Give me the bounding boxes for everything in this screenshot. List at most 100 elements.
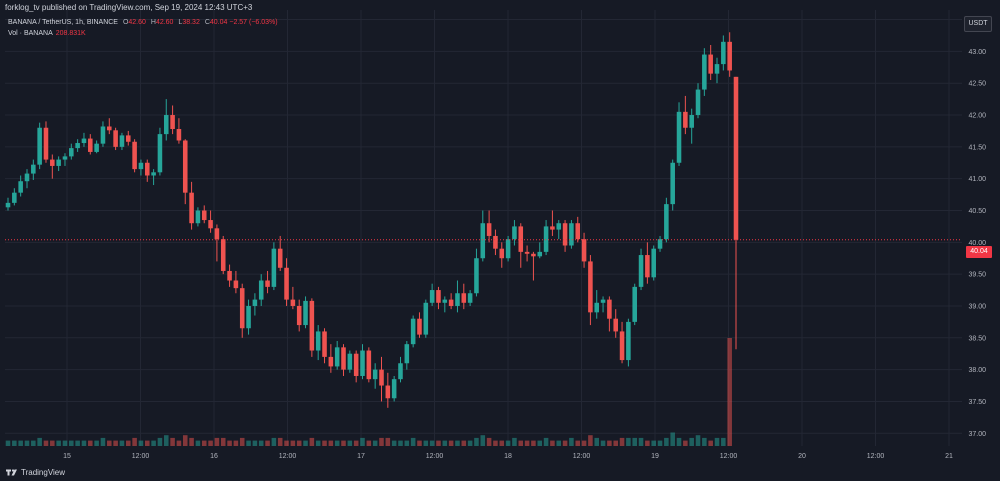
- symbol-name[interactable]: BANANA / TetherUS, 1h, BINANCE: [8, 19, 118, 26]
- volume-bar: [62, 440, 68, 446]
- volume-bar: [24, 440, 30, 446]
- volume-bar: [151, 440, 156, 446]
- volume-bars: [5, 338, 732, 446]
- price-tick-label: 40.50: [968, 208, 986, 215]
- time-tick-label: 17: [357, 453, 365, 460]
- volume-bar: [714, 437, 720, 446]
- time-tick-label: 18: [504, 453, 512, 460]
- price-tick-label: 41.50: [968, 144, 986, 151]
- volume-bar: [170, 437, 175, 446]
- candle-body: [170, 115, 175, 130]
- volume-bar: [144, 440, 150, 446]
- candle-body: [18, 181, 23, 193]
- candle-body: [176, 129, 182, 141]
- candle-body: [531, 253, 536, 257]
- volume-bar: [81, 440, 87, 446]
- volume-bar: [322, 440, 327, 446]
- candle-body: [695, 89, 701, 116]
- candle-body: [56, 159, 61, 166]
- volume-bar: [613, 440, 619, 446]
- volume-bar: [575, 440, 581, 446]
- candles: [5, 32, 739, 408]
- volume-bar: [594, 437, 600, 446]
- time-tick-label: 12:00: [279, 453, 297, 460]
- tradingview-footer: TradingView: [5, 468, 65, 477]
- candle-body: [645, 255, 650, 278]
- time-axis[interactable]: 15 12:00 16 12:00 17 12:00 18 12:00 19 12:00 20 12:…: [63, 453, 953, 460]
- volume-bar: [683, 440, 688, 446]
- candle-body: [138, 162, 144, 170]
- candle-body: [81, 138, 87, 144]
- volume-bar: [442, 440, 448, 446]
- price-axis[interactable]: 43.5043.0042.5042.0041.5041.0040.5040.00…: [968, 17, 986, 438]
- candle-body: [550, 226, 555, 230]
- candle-body: [708, 54, 713, 74]
- currency-button[interactable]: USDT: [964, 16, 992, 32]
- candle-body: [436, 290, 441, 303]
- candle-body: [277, 248, 283, 268]
- volume-bar: [353, 440, 359, 446]
- volume-bar: [360, 437, 365, 446]
- candle-body: [233, 280, 239, 289]
- volume-bar: [69, 440, 74, 446]
- candle-body: [442, 299, 448, 303]
- volume-bar: [619, 437, 625, 446]
- candle-body: [518, 226, 524, 252]
- volume-bar: [182, 435, 188, 446]
- volume-bar: [265, 440, 270, 446]
- candle-body: [467, 293, 473, 303]
- candle-body: [50, 159, 55, 166]
- candle-body: [271, 248, 277, 287]
- volume-bar: [5, 440, 11, 446]
- candle-body: [366, 350, 372, 380]
- volume-bar: [556, 440, 562, 446]
- volume-bar: [417, 440, 422, 446]
- candle-body: [594, 302, 600, 313]
- candle-body: [543, 226, 549, 252]
- volume-bar: [455, 440, 460, 446]
- volume-bar: [18, 440, 23, 446]
- volume-bar: [290, 440, 296, 446]
- candle-body: [657, 239, 663, 249]
- close-label: C: [204, 19, 210, 26]
- candle-body: [201, 210, 207, 221]
- volume-bar: [214, 437, 220, 446]
- candle-body: [5, 202, 11, 208]
- volume-bar: [201, 440, 207, 446]
- candle-body: [423, 302, 429, 335]
- volume-bar: [258, 440, 264, 446]
- candle-body: [721, 41, 726, 65]
- volume-label[interactable]: Vol · BANANA: [8, 30, 53, 37]
- candle-body: [702, 54, 707, 90]
- volume-bar: [531, 440, 536, 446]
- time-tick-label: 12:00: [720, 453, 738, 460]
- publisher-line: forklog_tv published on TradingView.com,…: [5, 3, 253, 12]
- candle-body: [474, 258, 479, 294]
- volume-bar: [505, 440, 511, 446]
- candle-body: [676, 111, 682, 163]
- candle-body: [341, 347, 346, 370]
- volume-bar: [467, 440, 473, 446]
- candle-body: [461, 293, 467, 303]
- candle-body: [43, 127, 49, 160]
- volume-bar: [562, 440, 568, 446]
- low-value: 38.32: [182, 19, 200, 26]
- candle-body: [37, 127, 42, 165]
- volume-bar: [569, 437, 574, 446]
- price-tick-label: 38.50: [968, 335, 986, 342]
- price-tick-label: 41.00: [968, 176, 986, 183]
- candle-body: [252, 299, 258, 306]
- time-tick-label: 20: [798, 453, 806, 460]
- volume-bar: [75, 440, 80, 446]
- volume-bar: [31, 440, 36, 446]
- candle-body: [537, 251, 543, 257]
- volume-bar: [537, 440, 543, 446]
- chart-grid: [5, 10, 962, 446]
- volume-bar: [277, 437, 283, 446]
- volume-bar: [94, 440, 99, 446]
- candle-body: [132, 141, 137, 170]
- price-tick-label: 40.00: [968, 240, 986, 247]
- candle-body: [455, 293, 460, 306]
- volume-bar: [461, 440, 467, 446]
